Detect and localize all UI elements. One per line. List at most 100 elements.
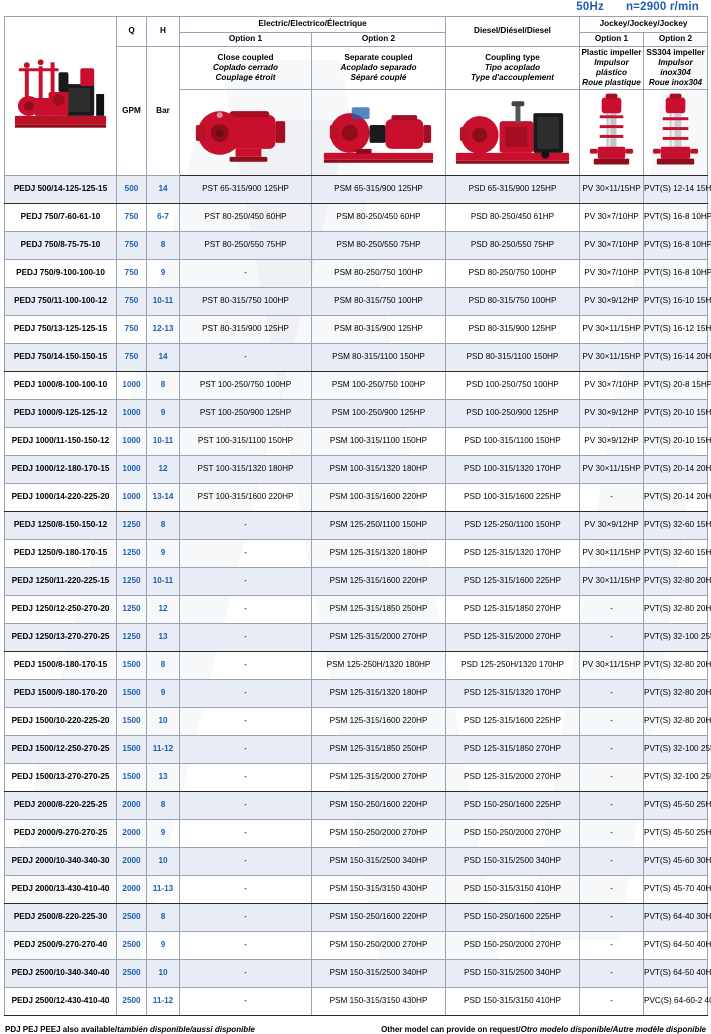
table-row: PEDJ 1500/12-250-270-25 1500 11-12- PSM 125… (4, 735, 711, 764)
row-head-bar: 13 (146, 763, 180, 792)
description-diesel: Coupling type Tipo acoplado Type d'accou… (445, 46, 580, 90)
row-flow-gpm: 2500 (116, 987, 147, 1016)
row-head-bar: 9 (146, 539, 180, 568)
table-row: PEDJ 1000/14-220-225-20 1000 13-14 PST 100-… (4, 483, 711, 512)
row-electric-option-1: PST 80-315/750 100HP (179, 287, 312, 316)
row-head-bar: 9 (146, 931, 180, 960)
row-jockey-option-1: - (579, 819, 644, 848)
group-header-jockey: Jockey/Jockey/Jockey (578, 16, 709, 33)
row-diesel: PSD 100-250/900 125HP (445, 399, 580, 428)
table-row: PEDJ 1250/11-220-225-15 1250 10-11- PSM 125… (4, 567, 711, 596)
table-row: PEDJ 1500/9-180-170-20 1500 9- PSM 125-315/… (4, 679, 711, 708)
desc-line-en: SS304 impeller (646, 47, 705, 57)
row-jockey-option-2: PVT(S) 32-80 20HP (642, 679, 711, 708)
row-flow-gpm: 1000 (116, 455, 147, 484)
row-jockey-option-2: PVT(S) 64-50 40HP (642, 931, 711, 960)
row-electric-option-2: PSM 100-250/900 125HP (311, 399, 446, 428)
row-model-name: PEDJ 1500/8-180-170-15 (4, 651, 117, 680)
frequency-label: 50Hz (576, 1, 604, 13)
row-head-bar: 13-14 (146, 483, 180, 512)
row-electric-option-1: - (179, 819, 312, 848)
row-jockey-option-1: PV 30×11/15HP (579, 539, 644, 568)
row-diesel: PSD 125-315/2000 270HP (445, 623, 580, 652)
table-row: PEDJ 1250/12-250-270-20 1250 12- PSM 125-31… (4, 595, 711, 624)
row-electric-option-2: PSM 100-315/1100 150HP (311, 427, 446, 456)
row-model-name: PEDJ 2000/9-270-270-25 (4, 819, 117, 848)
footer-left-bold: PDJ PEJ PEEJ also available/ (5, 1025, 118, 1034)
row-electric-option-1: - (179, 847, 312, 876)
row-flow-gpm: 750 (116, 287, 147, 316)
row-jockey-option-1: - (579, 791, 644, 820)
row-electric-option-1: - (179, 595, 312, 624)
footer-right-italic: Otro modelo disponible/Autre modèle disp… (520, 1025, 706, 1034)
row-flow-gpm: 750 (116, 259, 147, 288)
row-electric-option-2: PSM 100-250/750 100HP (311, 371, 446, 400)
row-diesel: PSD 125-315/1600 225HP (445, 707, 580, 736)
row-flow-gpm: 750 (116, 315, 147, 344)
row-diesel: PSD 80-250/550 75HP (445, 231, 580, 260)
row-electric-option-2: PSM 125-315/1600 220HP (311, 707, 446, 736)
table-row: PEDJ 750/13-125-125-15 750 12-13 PST 80-315… (4, 315, 711, 344)
plastic-impeller-jockey-pump-photo (579, 89, 644, 176)
description-electric-2: Separate coupled Acoplado separado Sépar… (311, 46, 446, 90)
row-electric-option-1: - (179, 987, 312, 1016)
row-head-bar: 9 (146, 399, 180, 428)
row-flow-gpm: 2500 (116, 931, 147, 960)
row-jockey-option-2: PVT(S) 20-14 20HP (642, 455, 711, 484)
row-electric-option-1: PST 100-315/1100 150HP (179, 427, 312, 456)
row-electric-option-2: PSM 125-250/1100 150HP (311, 511, 446, 540)
row-electric-option-1: - (179, 651, 312, 680)
row-electric-option-1: - (179, 707, 312, 736)
row-flow-gpm: 750 (116, 231, 147, 260)
row-model-name: PEDJ 1000/8-100-100-10 (4, 371, 117, 400)
row-flow-gpm: 1000 (116, 427, 147, 456)
row-electric-option-1: - (179, 539, 312, 568)
row-model-name: PEDJ 2000/10-340-340-30 (4, 847, 117, 876)
row-model-name: PEDJ 1250/12-250-270-20 (4, 595, 117, 624)
speed-label: n=2900 r/min (625, 1, 699, 13)
row-jockey-option-2: PVT(S) 20-10 15HP (642, 399, 711, 428)
row-flow-gpm: 1250 (116, 567, 147, 596)
table-row: PEDJ 1500/10-220-225-20 1500 10- PSM 125-31… (4, 707, 711, 736)
table-row: PEDJ 1000/9-125-125-12 1000 9 PST 100-250/9… (4, 399, 711, 428)
row-diesel: PSD 125-315/1320 170HP (445, 679, 580, 708)
description-jockey-1: Plastic impeller Impulsor plástico Roue … (579, 46, 644, 90)
row-flow-gpm: 1500 (116, 651, 147, 680)
table-row: PEDJ 750/14-150-150-15 750 14- PSM 80-315/1… (4, 343, 711, 372)
row-flow-gpm: 1500 (116, 679, 147, 708)
row-jockey-option-1: PV 30×7/10HP (579, 259, 644, 288)
row-jockey-option-1: - (579, 847, 644, 876)
row-model-name: PEDJ 750/9-100-100-10 (4, 259, 117, 288)
row-diesel: PSD 125-315/1320 170HP (445, 539, 580, 568)
row-jockey-option-2: PVT(S) 45-60 30HP (642, 847, 711, 876)
row-head-bar: 11-12 (146, 735, 180, 764)
row-flow-gpm: 2000 (116, 847, 147, 876)
row-model-name: PEDJ 2500/9-270-270-40 (4, 931, 117, 960)
row-diesel: PSD 125-250/1100 150HP (445, 511, 580, 540)
row-electric-option-1: - (179, 679, 312, 708)
row-diesel: PSD 100-315/1320 170HP (445, 455, 580, 484)
row-flow-gpm: 2000 (116, 819, 147, 848)
row-diesel: PSD 100-315/1100 150HP (445, 427, 580, 456)
table-row: PEDJ 2500/9-270-270-40 2500 9- PSM 150-250/… (4, 931, 711, 960)
diesel-engine-pump-photo (445, 89, 580, 176)
description-electric-1: Close coupled Coplado cerrado Couplage é… (179, 46, 312, 90)
row-model-name: PEDJ 750/11-100-100-12 (4, 287, 117, 316)
row-jockey-option-1: PV 30×9/12HP (579, 399, 644, 428)
desc-line-es: Impulsor inox304 (658, 57, 693, 77)
desc-line-en: Coupling type (485, 52, 540, 62)
row-electric-option-2: PSM 125-315/1320 180HP (311, 679, 446, 708)
row-model-name: PEDJ 1500/13-270-270-25 (4, 763, 117, 792)
group-header-electric: Electric/Electrico/Électrique (179, 16, 446, 33)
row-jockey-option-2: PVT(S) 32-100 25HP (642, 623, 711, 652)
row-jockey-option-1: - (579, 903, 644, 932)
row-model-name: PEDJ 1250/8-150-150-12 (4, 511, 117, 540)
close-coupled-pump-illustration (195, 110, 286, 162)
row-jockey-option-2: PVT(S) 12-14 15HP (642, 175, 711, 204)
table-row: PEDJ 1000/12-180-170-15 1000 12 PST 100-315… (4, 455, 711, 484)
table-row: PEDJ 1000/11-150-150-12 1000 10-11 PST 100-… (4, 427, 711, 456)
row-jockey-option-1: PV 30×11/15HP (579, 343, 644, 372)
column-header-q: Q (116, 16, 147, 47)
row-electric-option-1: - (179, 511, 312, 540)
row-jockey-option-2: PVT(S) 20-10 15HP (642, 427, 711, 456)
